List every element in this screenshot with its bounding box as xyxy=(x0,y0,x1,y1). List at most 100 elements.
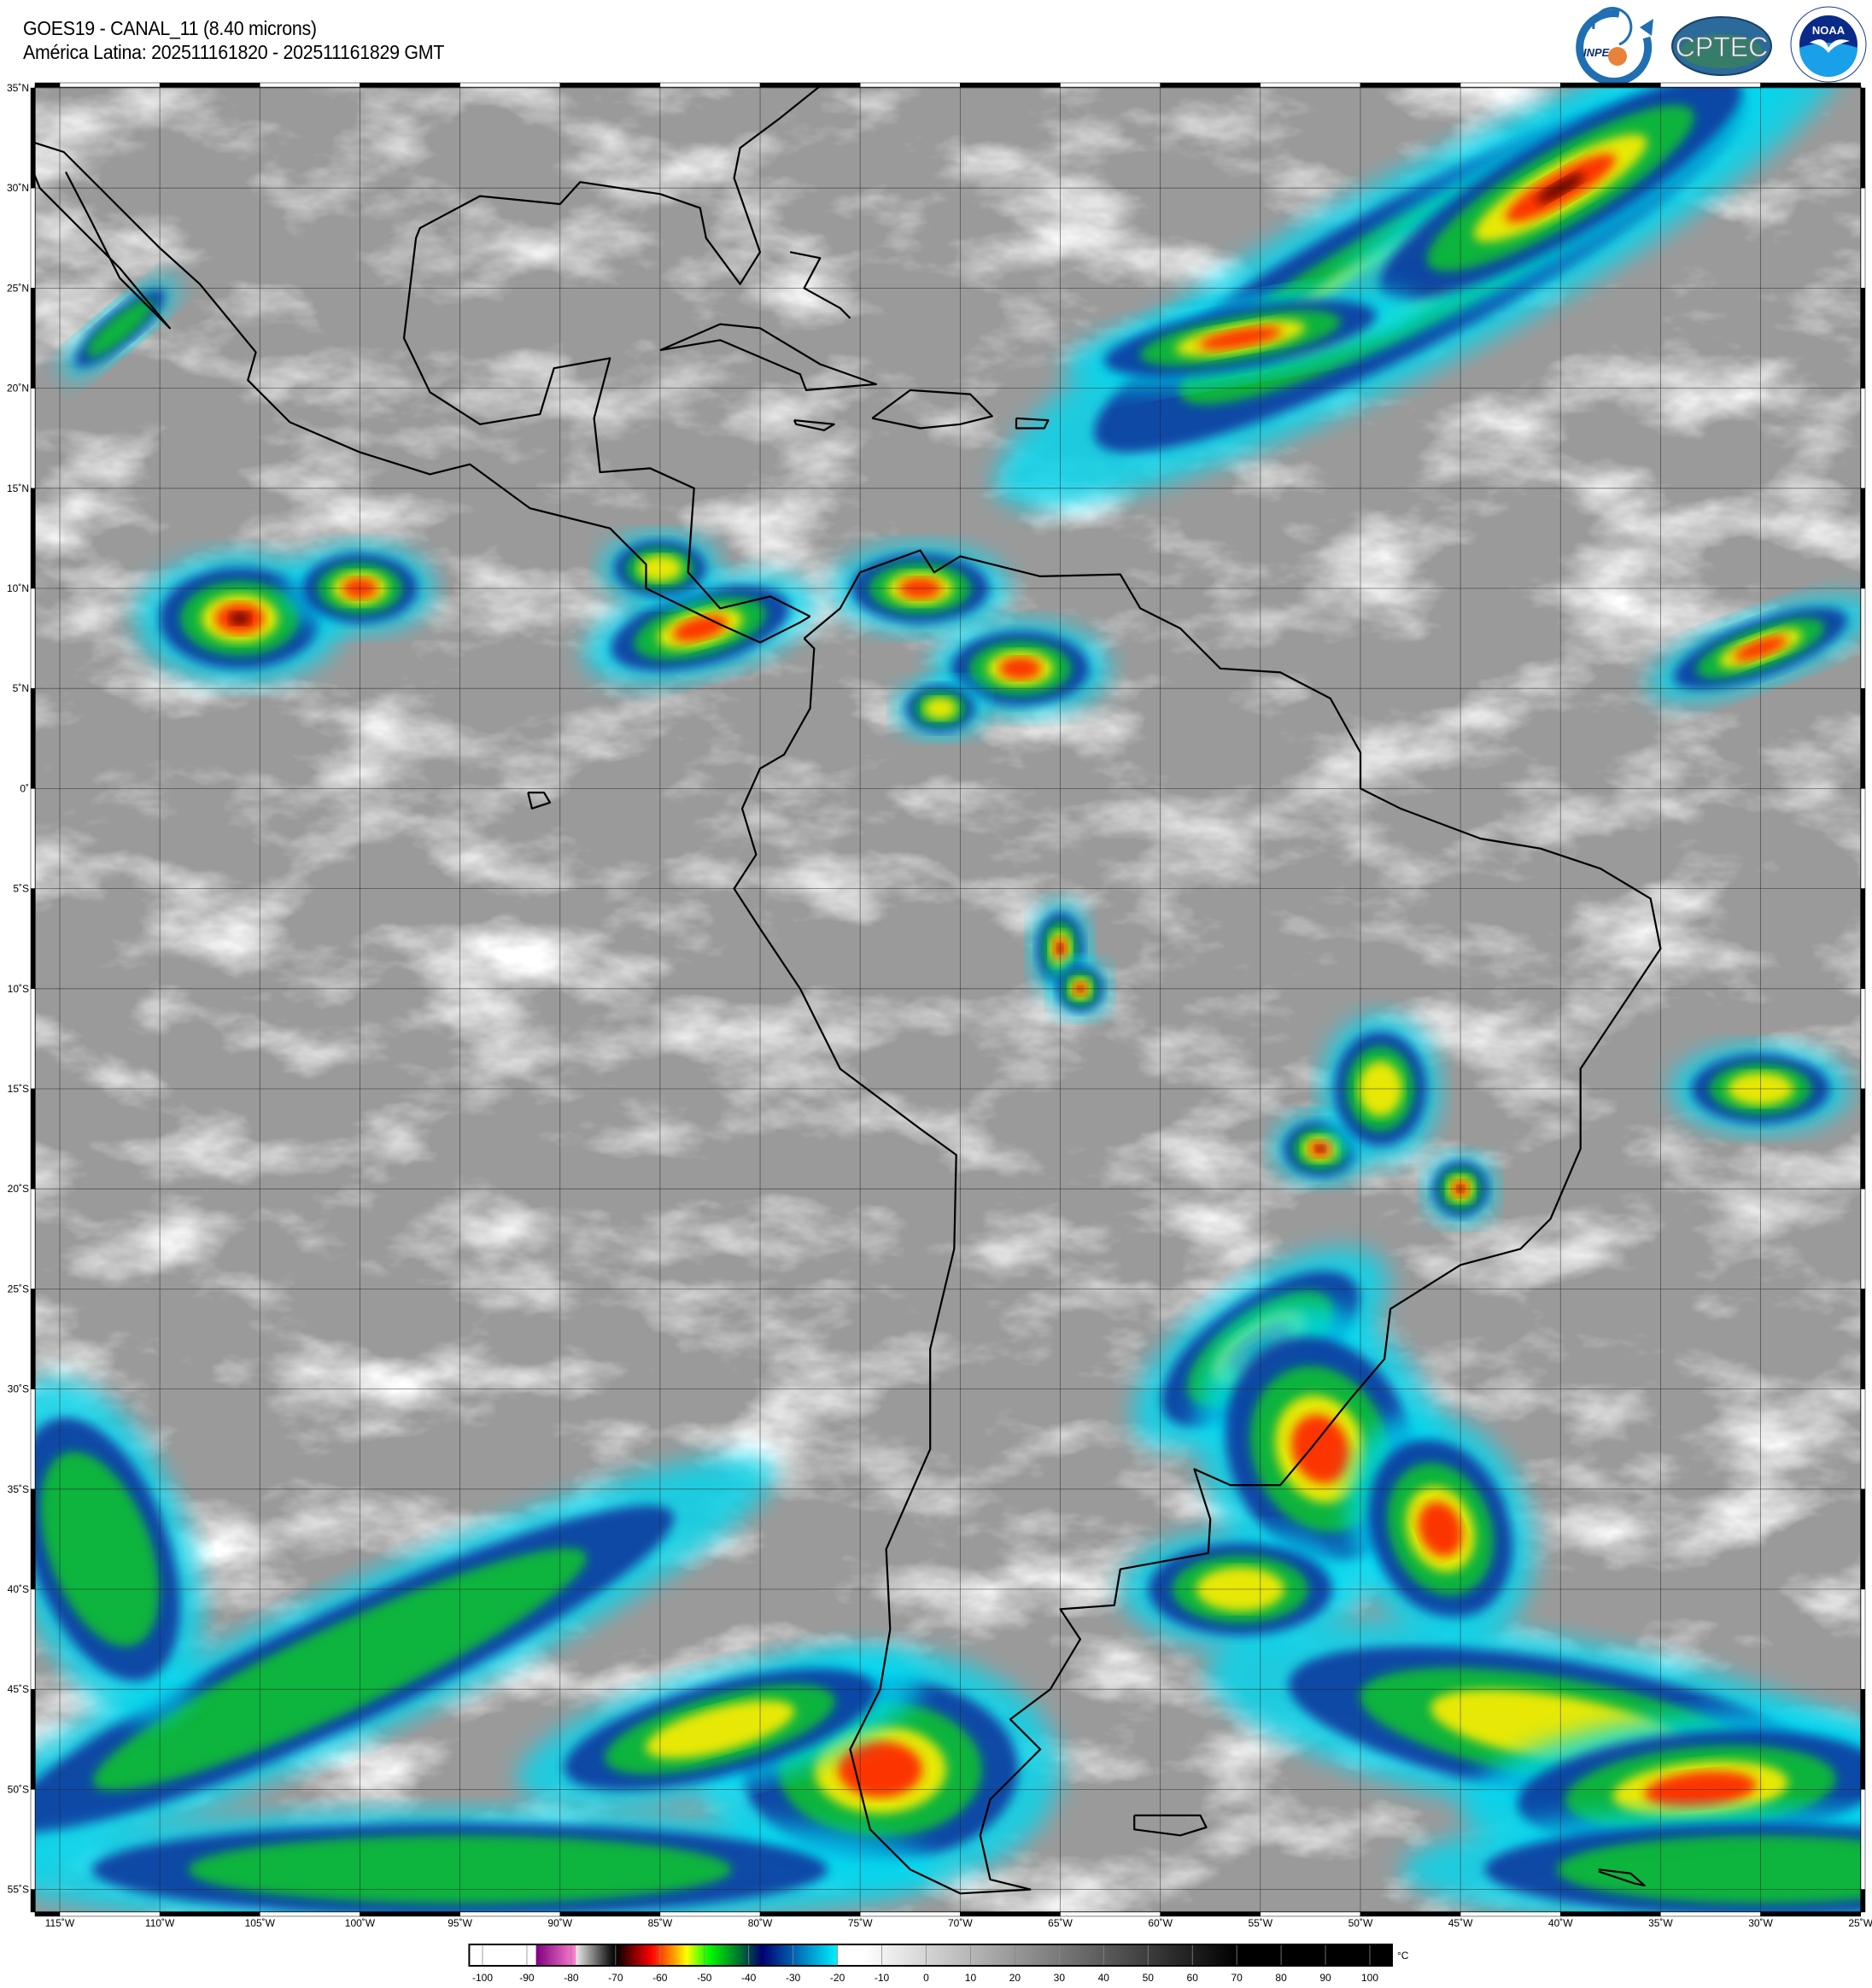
frame-segment xyxy=(1160,82,1261,88)
latitude-label: 30˚N xyxy=(7,182,29,194)
coastline-bahamas xyxy=(789,251,851,319)
latitude-label: 0˚ xyxy=(20,782,29,794)
frame-segment xyxy=(1760,82,1861,88)
frame-segment xyxy=(1660,1911,1761,1917)
frame-segment xyxy=(759,1911,861,1917)
frame-segment xyxy=(30,488,36,589)
frame-segment xyxy=(30,1789,36,1890)
colorbar-tick-label: -100 xyxy=(472,1972,493,1984)
longitude-label: 55˚W xyxy=(1248,1917,1272,1929)
frame-segment xyxy=(1860,1588,1866,1690)
coastline-hispaniola xyxy=(871,389,993,430)
latitude-label: 5˚S xyxy=(13,883,29,895)
frame-segment xyxy=(1760,1911,1861,1917)
coastline-galapagos xyxy=(527,792,552,810)
latitude-label: 30˚S xyxy=(8,1383,29,1395)
coastline-cuba xyxy=(659,323,877,391)
frame-segment xyxy=(1860,388,1866,489)
frame-segment xyxy=(659,82,761,88)
coastline-south-america xyxy=(733,549,1662,1895)
colorbar-tick-label: 100 xyxy=(1361,1972,1378,1984)
colorbar-tick-label: -60 xyxy=(652,1972,668,1984)
noaa-logo-text: NOAA xyxy=(1812,24,1846,37)
frame-segment xyxy=(1860,1088,1866,1190)
latitude-label: 25˚S xyxy=(8,1283,29,1295)
longitude-label: 45˚W xyxy=(1448,1917,1473,1929)
noaa-logo: NOAA xyxy=(1790,6,1867,83)
longitude-label: 25˚W xyxy=(1848,1917,1872,1929)
frame-segment xyxy=(559,1911,661,1917)
frame-segment xyxy=(30,1588,36,1690)
frame-segment xyxy=(260,1911,360,1917)
cloud-cluster xyxy=(35,1455,776,1884)
map-area xyxy=(35,87,1861,1912)
latitude-label: 10˚N xyxy=(7,582,29,594)
frame-segment xyxy=(1560,1911,1661,1917)
colorbar-tick-label: 80 xyxy=(1275,1972,1287,1984)
frame-segment xyxy=(1860,1488,1866,1590)
map-frame xyxy=(30,82,1866,1917)
frame-segment xyxy=(34,1911,61,1917)
colorbar-tick-label: 60 xyxy=(1187,1972,1199,1984)
cptec-logo: CPTEC xyxy=(1671,16,1772,76)
cloud-cluster xyxy=(35,1809,940,1912)
frame-segment xyxy=(459,1911,560,1917)
latitude-label: 5˚N xyxy=(13,682,29,694)
frame-segment xyxy=(1860,1889,1866,1913)
longitude-label: 50˚W xyxy=(1348,1917,1373,1929)
frame-segment xyxy=(1260,1911,1361,1917)
longitude-label: 40˚W xyxy=(1548,1917,1573,1929)
frame-segment xyxy=(1860,788,1866,889)
longitude-label: 30˚W xyxy=(1748,1917,1773,1929)
frame-segment xyxy=(1460,1911,1561,1917)
frame-segment xyxy=(1860,87,1866,189)
colorbar-tick-label: 40 xyxy=(1098,1972,1110,1984)
longitude-label: 80˚W xyxy=(748,1917,773,1929)
coastline-south-georgia xyxy=(1598,1868,1646,1886)
frame-segment xyxy=(960,82,1061,88)
colorbar-bar xyxy=(468,1944,1393,1967)
frame-segment xyxy=(1860,888,1866,990)
frame-segment xyxy=(34,82,61,88)
colorbar-tick-label: -20 xyxy=(830,1972,845,1984)
frame-segment xyxy=(1860,1688,1866,1790)
graticule xyxy=(35,87,1861,1912)
cloud-cluster xyxy=(135,552,345,685)
frame-segment xyxy=(859,1911,961,1917)
frame-segment xyxy=(1060,1911,1161,1917)
frame-segment xyxy=(1660,82,1761,88)
frame-segment xyxy=(1360,82,1461,88)
frame-segment xyxy=(30,187,36,289)
colorbar-tick-label: -40 xyxy=(741,1972,757,1984)
coastline-central-america-north-america xyxy=(35,87,821,644)
coastlines xyxy=(35,87,1662,1895)
frame-segment xyxy=(30,1289,36,1389)
colorbar-tick-label: 90 xyxy=(1319,1972,1331,1984)
frame-segment xyxy=(30,1688,36,1790)
frame-segment xyxy=(30,1488,36,1590)
frame-segment xyxy=(1860,187,1866,289)
latitude-label: 15˚N xyxy=(7,482,29,494)
colorbar-tick-label: -30 xyxy=(786,1972,801,1984)
temperature-colorbar: -100 -90 -80 -70 -60 -50 -40 -30 -20 -10 0 10 20 30 40… xyxy=(468,1944,1409,1984)
longitude-label: 75˚W xyxy=(848,1917,873,1929)
frame-segment xyxy=(1460,82,1561,88)
colorbar-tick-label: 0 xyxy=(923,1972,929,1984)
frame-segment xyxy=(1860,1188,1866,1289)
cptec-logo-text: CPTEC xyxy=(1676,32,1768,62)
cloud-cluster xyxy=(1062,289,1418,388)
colorbar-tick-label: -80 xyxy=(564,1972,579,1984)
inpe-logo-text: INPE xyxy=(1583,46,1610,59)
frame-segment xyxy=(30,988,36,1090)
colorbar-tick-label: -70 xyxy=(608,1972,623,1984)
coastline-baja-california xyxy=(35,171,171,330)
latitude-label: 40˚S xyxy=(8,1583,29,1595)
frame-segment xyxy=(30,388,36,489)
longitude-label: 85˚W xyxy=(648,1917,673,1929)
cloud-cluster xyxy=(1401,1809,1861,1912)
latitude-labels: 35˚N 30˚N 25˚N 20˚N 15˚N 10˚N 5˚N 0˚ 5˚S 10˚S 15˚S… xyxy=(7,82,29,1896)
latitude-label: 25˚N xyxy=(7,282,29,294)
latitude-label: 50˚S xyxy=(8,1783,29,1795)
colorbar-tick-label: 20 xyxy=(1009,1972,1021,1984)
latitude-label: 20˚N xyxy=(7,383,29,395)
